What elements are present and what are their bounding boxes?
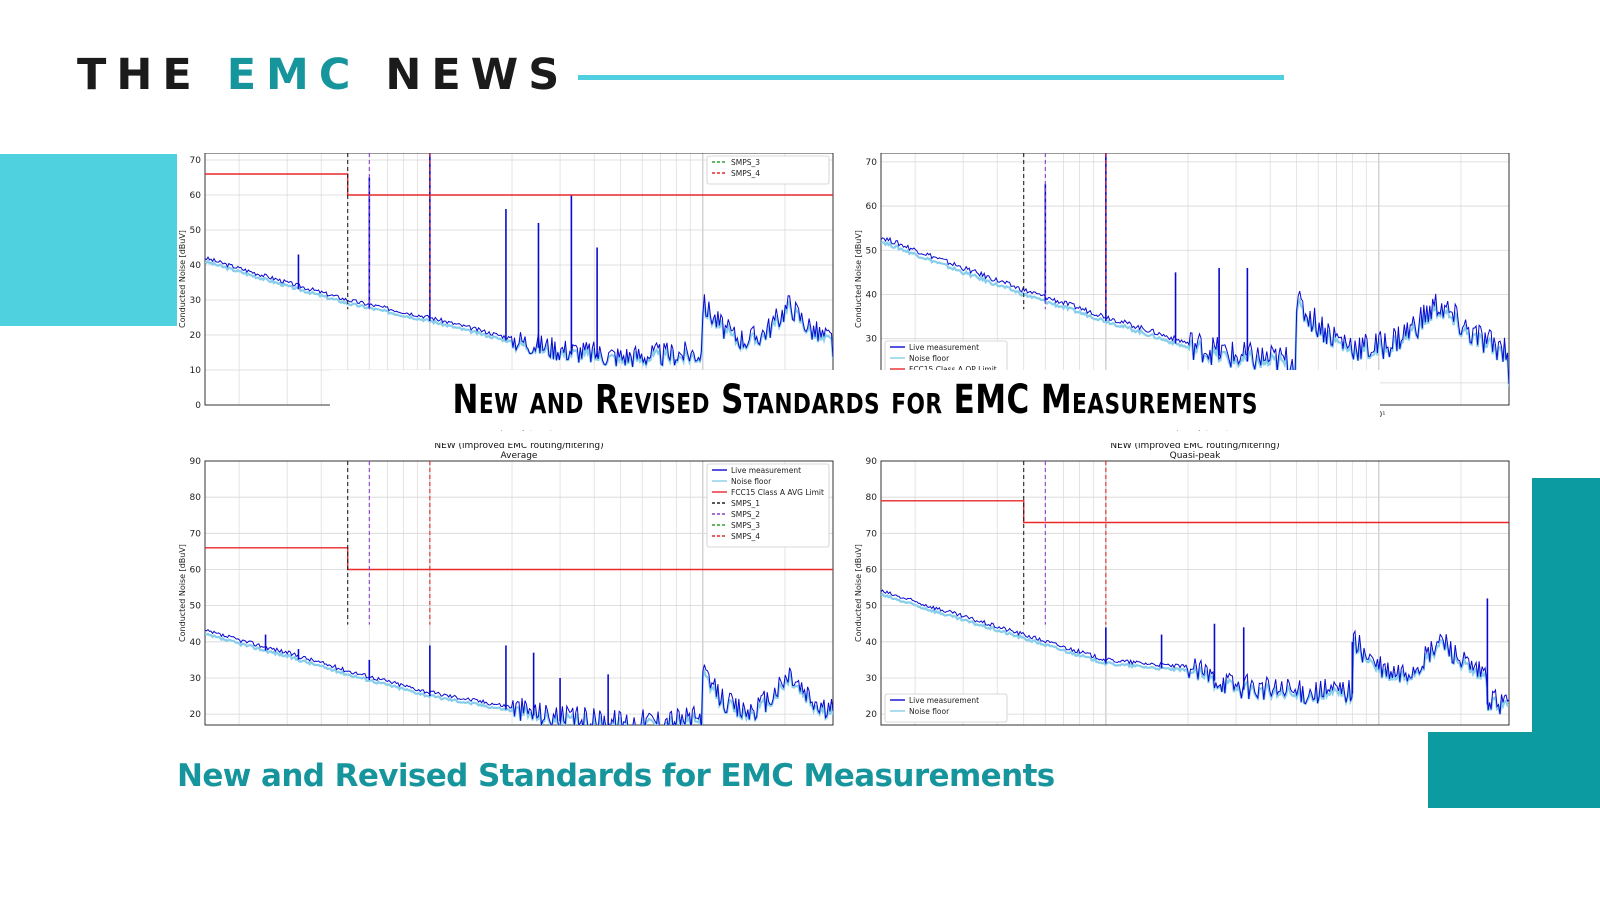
legend-entry: Noise floor xyxy=(909,354,950,363)
decorative-teal-foot xyxy=(1428,732,1600,808)
legend-entry: Noise floor xyxy=(731,477,772,486)
grid-lines xyxy=(881,460,1510,725)
y-tick-label: 50 xyxy=(866,246,878,256)
plot-area xyxy=(881,153,1509,387)
y-tick-label: 30 xyxy=(190,296,202,306)
y-tick-label: 30 xyxy=(190,674,202,684)
series-limit-line xyxy=(881,500,1509,524)
y-tick-label: 20 xyxy=(190,710,202,720)
legend-entry: SMPS_3 xyxy=(731,158,760,167)
y-tick-label: 60 xyxy=(190,191,202,201)
legend-entry: Live measurement xyxy=(731,466,801,475)
y-tick-label: 60 xyxy=(190,565,202,575)
y-tick-label: 80 xyxy=(190,493,202,503)
y-tick-label: 70 xyxy=(190,156,202,166)
series-live-measurement xyxy=(881,236,1509,385)
legend-entry: FCC15 Class A QP Limit xyxy=(909,365,997,374)
series-limit-line xyxy=(205,547,833,571)
article-caption-link[interactable]: New and Revised Standards for EMC Measur… xyxy=(177,758,1055,794)
y-tick-label: 30 xyxy=(866,335,878,345)
plot-area xyxy=(881,461,1509,715)
plot-area xyxy=(205,153,833,370)
legend-entry: SMPS_4 xyxy=(731,532,760,541)
brand-title: THE EMC NEWS xyxy=(77,50,569,100)
legend-entry: SMPS_2 xyxy=(731,510,760,519)
chart-title: NEW (improved EMC routing/filtering) xyxy=(1110,443,1279,451)
legend-box xyxy=(884,693,1008,723)
chart-title: NEW (improved EMC routing/filtering) xyxy=(434,443,603,451)
brand-word-the: THE xyxy=(77,50,202,100)
y-axis-label: Conducted Noise [dBuV] xyxy=(178,230,187,328)
y-tick-label: 40 xyxy=(866,638,878,648)
chart-panel-bottom-right: 20 30 40 50 60 70 80 90 Conducted Noise [dBuV] NE… xyxy=(854,443,1510,726)
decorative-cyan-block xyxy=(0,154,177,326)
y-tick-label: 30 xyxy=(866,674,878,684)
plot-area xyxy=(205,461,833,725)
series-noise-floor xyxy=(205,632,833,725)
y-tick-label: 20 xyxy=(866,710,878,720)
brand-word-news: NEWS xyxy=(385,50,570,100)
y-tick-label: 10 xyxy=(190,366,202,376)
y-tick-label: 50 xyxy=(190,602,202,612)
y-tick-label: 60 xyxy=(866,565,878,575)
legend-entry: Live measurement xyxy=(909,343,979,352)
plot-frame xyxy=(880,460,1510,726)
series-noise-floor xyxy=(881,592,1509,715)
chart-subtitle: Average xyxy=(501,451,538,461)
legend-entry: Live measurement xyxy=(909,696,979,705)
y-tick-label: 20 xyxy=(190,331,202,341)
y-tick-label: 70 xyxy=(190,529,202,539)
banner-title-box: New and Revised Standards for EMC Measur… xyxy=(330,370,1380,430)
y-tick-label: 70 xyxy=(866,158,878,168)
banner-title: New and Revised Standards for EMC Measur… xyxy=(452,377,1258,423)
y-tick-label: 80 xyxy=(866,493,878,503)
legend-entry: SMPS_3 xyxy=(731,521,760,530)
legend-box xyxy=(706,155,830,185)
y-tick-label: 50 xyxy=(190,226,202,236)
y-tick-label: 60 xyxy=(866,202,878,212)
series-live-measurement xyxy=(881,589,1509,715)
y-tick-label: 40 xyxy=(866,290,878,300)
plot-frame xyxy=(204,460,834,726)
series-live-measurement xyxy=(205,629,833,725)
y-tick-label: 40 xyxy=(190,638,202,648)
y-tick-label: 70 xyxy=(866,529,878,539)
y-tick-label: 90 xyxy=(190,457,202,467)
legend-entry: FCC15 Class A AVG Limit xyxy=(731,488,824,497)
legend-entry: SMPS_4 xyxy=(731,169,760,178)
y-tick-label: 0 xyxy=(195,401,201,411)
header-accent-line xyxy=(578,75,1284,80)
y-tick-label: 90 xyxy=(866,457,878,467)
chart-panel-bottom-left: 20 30 40 50 60 70 80 90 Conducted Noise [dBuV] NE… xyxy=(178,443,834,726)
chart-subtitle: Quasi-peak xyxy=(1170,451,1222,461)
y-axis-label: Conducted Noise [dBuV] xyxy=(178,544,187,642)
brand-word-emc: EMC xyxy=(226,50,361,100)
y-axis-label: Conducted Noise [dBuV] xyxy=(854,230,863,328)
series-live-measurement xyxy=(205,256,833,367)
legend-entry: Noise floor xyxy=(909,707,950,716)
series-noise-floor xyxy=(205,259,833,370)
legend-box xyxy=(706,463,830,548)
y-tick-label: 40 xyxy=(190,261,202,271)
legend-entry: SMPS_1 xyxy=(731,499,760,508)
y-tick-label: 50 xyxy=(866,602,878,612)
y-axis-label: Conducted Noise [dBuV] xyxy=(854,544,863,642)
